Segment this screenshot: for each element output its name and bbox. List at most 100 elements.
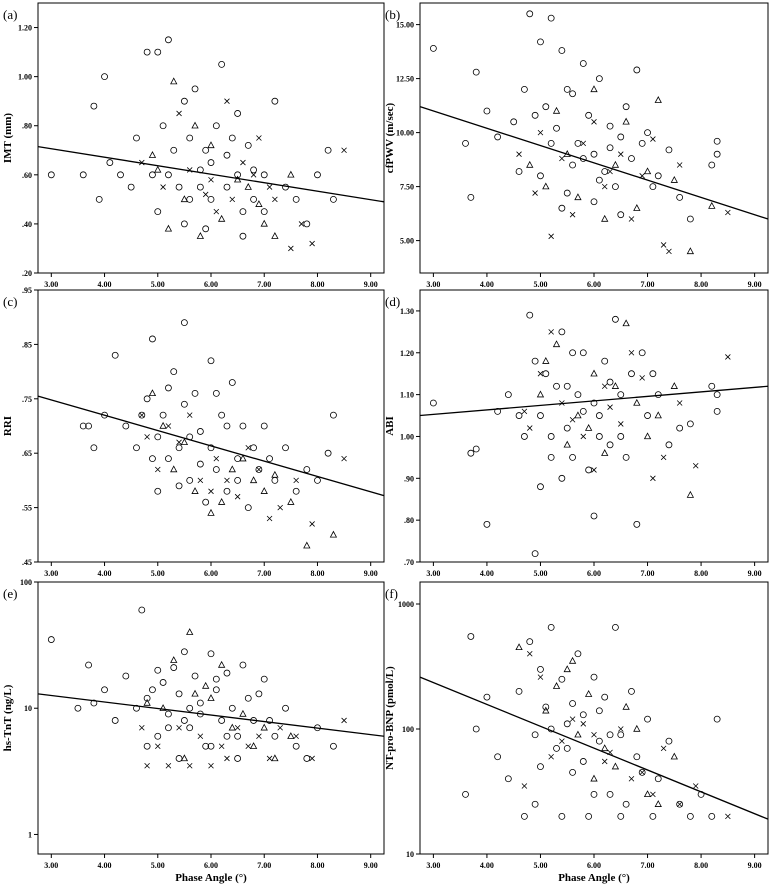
point-circle: [585, 466, 593, 474]
y-axis-label: hs-TnT (ng/L): [2, 684, 14, 751]
point-circle: [314, 476, 321, 484]
point-triangle: [202, 681, 210, 689]
point-x: [660, 745, 667, 752]
point-circle: [191, 85, 199, 93]
point-triangle: [249, 742, 258, 749]
point-circle: [521, 812, 528, 820]
point-circle: [585, 111, 593, 119]
point-triangle: [563, 440, 571, 448]
point-triangle: [271, 232, 279, 239]
point-circle: [713, 150, 721, 158]
point-x: [725, 209, 731, 216]
point-circle: [154, 666, 162, 674]
point-circle: [542, 103, 550, 111]
point-circle: [223, 422, 231, 430]
point-circle: [47, 171, 55, 179]
point-circle: [462, 139, 469, 147]
point-circle: [504, 775, 512, 783]
point-circle: [266, 717, 273, 724]
point-x: [521, 783, 528, 789]
point-x: [650, 791, 656, 798]
x-tick-label: 8.00: [310, 861, 324, 870]
point-circle: [633, 753, 641, 761]
x-tick-label: 7.00: [257, 280, 271, 289]
point-circle: [74, 704, 82, 712]
point-circle: [606, 790, 614, 798]
point-triangle: [643, 790, 652, 798]
point-triangle: [186, 628, 194, 635]
point-x: [165, 423, 172, 429]
point-circle: [234, 476, 242, 484]
x-tick-label: 4.00: [480, 280, 494, 289]
point-circle: [239, 232, 247, 240]
point-circle: [590, 512, 598, 520]
y-tick-label: .60: [22, 171, 32, 180]
point-circle: [708, 382, 716, 390]
y-axis-label: RRI: [2, 416, 14, 436]
y-tick-label: 5.00: [400, 237, 414, 246]
point-circle: [85, 661, 92, 669]
y-tick-label: 1: [28, 830, 32, 839]
point-circle: [191, 672, 199, 680]
point-circle: [303, 220, 311, 228]
x-tick-label: 3.00: [426, 861, 440, 870]
point-circle: [601, 693, 609, 701]
point-circle: [537, 483, 544, 491]
point-triangle: [611, 382, 620, 389]
point-x: [617, 421, 624, 427]
y-tick-label: 10.00: [396, 129, 414, 138]
y-tick-label: .95: [22, 286, 32, 295]
point-circle: [170, 664, 178, 671]
point-triangle: [217, 660, 226, 668]
regression-line: [37, 145, 385, 203]
point-circle: [165, 384, 172, 392]
point-circle: [175, 444, 183, 452]
point-circle: [590, 198, 598, 206]
point-circle: [531, 800, 539, 808]
point-triangle: [217, 498, 226, 505]
point-circle: [133, 134, 140, 142]
point-circle: [223, 487, 231, 495]
panel-label: (d): [385, 294, 400, 309]
point-circle: [207, 742, 215, 750]
point-triangle: [654, 800, 662, 807]
x-tick-label: 7.00: [641, 280, 655, 289]
x-tick-label: 5.00: [151, 280, 165, 289]
point-circle: [617, 433, 625, 440]
point-triangle: [170, 465, 178, 473]
point-x: [548, 233, 554, 240]
point-triangle: [239, 454, 247, 462]
point-circle: [569, 700, 576, 707]
point-circle: [472, 725, 480, 733]
point-circle: [713, 715, 721, 723]
point-triangle: [159, 704, 167, 711]
point-x: [208, 762, 214, 769]
point-x: [617, 151, 624, 157]
point-x: [516, 151, 522, 157]
point-circle: [708, 812, 716, 820]
point-circle: [149, 455, 156, 463]
point-triangle: [611, 160, 620, 168]
point-triangle: [601, 449, 609, 456]
x-tick-label: 6.00: [587, 861, 601, 870]
point-circle: [686, 420, 694, 428]
x-tick-label: 6.00: [587, 280, 601, 289]
point-circle: [547, 453, 555, 461]
point-x: [692, 462, 699, 469]
point-x: [341, 717, 347, 724]
point-x: [580, 433, 587, 440]
point-circle: [622, 800, 630, 808]
point-circle: [180, 717, 188, 724]
point-circle: [483, 107, 491, 115]
x-tick-label: 9.00: [748, 569, 762, 578]
point-circle: [207, 159, 215, 166]
point-circle: [537, 665, 544, 673]
point-x: [139, 724, 145, 731]
point-circle: [558, 474, 566, 482]
point-circle: [271, 97, 279, 105]
point-x: [521, 408, 528, 415]
point-circle: [186, 476, 194, 484]
y-tick-label: 15.00: [396, 21, 414, 30]
point-x: [309, 240, 315, 247]
